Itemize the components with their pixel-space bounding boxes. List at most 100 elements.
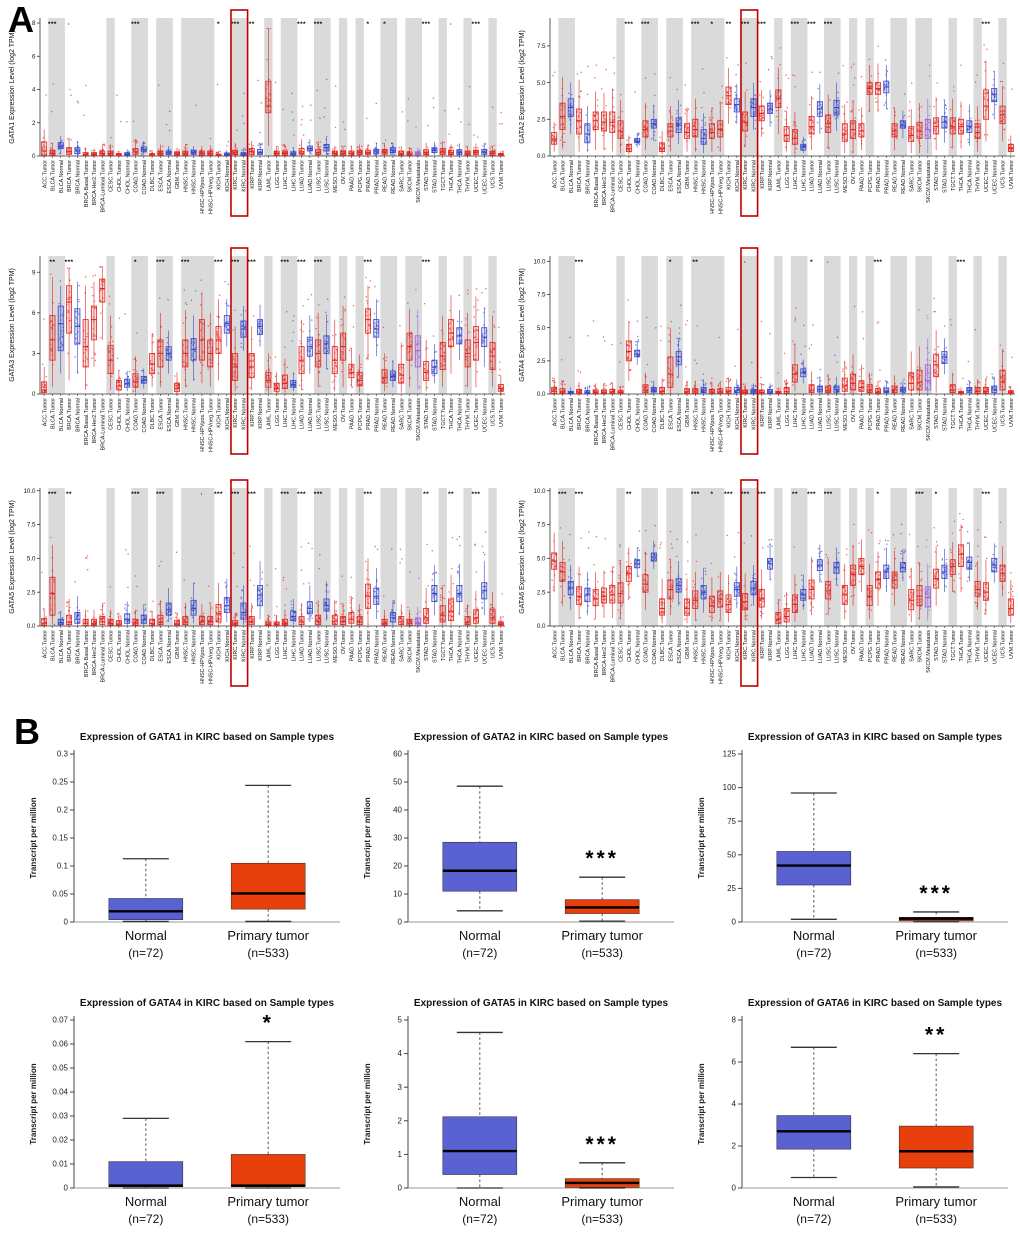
svg-text:READ.Tumor: READ.Tumor [383, 398, 389, 430]
svg-text:READ.Normal: READ.Normal [901, 160, 907, 194]
tumor-box [230, 1040, 306, 1189]
x-group-count: (n=72) [462, 946, 497, 960]
significance-row: *** · *** * *** ** *** *** * * *** · *** [48, 21, 480, 28]
svg-text:SKCM.Metastasis: SKCM.Metastasis [926, 160, 932, 203]
x-group-label: Primary tumor [227, 1194, 309, 1209]
x-group-label: Normal [459, 1194, 501, 1209]
svg-text:GBM.Tumor: GBM.Tumor [685, 160, 691, 189]
svg-text:BRCA-Luminal.Tumor: BRCA-Luminal.Tumor [100, 160, 106, 213]
x-group-label: Primary tumor [227, 928, 309, 943]
svg-text:SARC.Tumor: SARC.Tumor [399, 160, 405, 192]
GATA5-kirc-boxplot: Expression of GATA5 in KIRC based on Sam… [363, 998, 674, 1226]
tumor-box [898, 911, 974, 923]
significance-stars: *** [919, 882, 953, 905]
svg-text:HNSC.Tumor: HNSC.Tumor [183, 398, 189, 430]
svg-text:READ.Tumor: READ.Tumor [383, 160, 389, 192]
significance-row: ** *** * *** *** *** *** *** *** *** *** *** *** [50, 259, 431, 266]
x-group-label: Primary tumor [561, 1194, 643, 1209]
svg-text:0: 0 [32, 153, 36, 160]
svg-text:HNSC.Normal: HNSC.Normal [702, 160, 708, 194]
svg-text:4: 4 [32, 87, 36, 94]
svg-text:BRCA-Her2.Tumor: BRCA-Her2.Tumor [92, 160, 98, 206]
svg-text:BRCA-Basal.Tumor: BRCA-Basal.Tumor [84, 398, 90, 445]
svg-text:SARC.Tumor: SARC.Tumor [399, 398, 405, 430]
svg-text:STAD.Normal: STAD.Normal [943, 160, 949, 193]
svg-text:SKCM.Metastasis: SKCM.Metastasis [416, 398, 422, 441]
GATA3-kirc-boxplot: Expression of GATA3 in KIRC based on Sam… [697, 732, 1008, 960]
normal-box [776, 792, 852, 920]
panelB-plot-GATA2: Expression of GATA2 in KIRC based on Sam… [356, 724, 682, 991]
svg-text:UVM.Tumor: UVM.Tumor [499, 160, 505, 189]
svg-text:***: *** [131, 21, 140, 28]
GATA6-timer-chart: 0.02.55.07.510.0 GATA6 Expression Level (… [519, 479, 1015, 687]
svg-text:KIRP.Normal: KIRP.Normal [768, 160, 774, 191]
panelB-plot-GATA6: Expression of GATA6 in KIRC based on Sam… [690, 990, 1016, 1240]
svg-text:***: *** [48, 21, 57, 28]
svg-text:HNSC.Tumor: HNSC.Tumor [183, 160, 189, 192]
GATA1-timer-chart: 0 2 4 6 8 GATA1 Expression Level (log2 TPM) AC… [9, 9, 505, 217]
svg-text:BLCA.Normal: BLCA.Normal [59, 160, 65, 193]
svg-text:THCA.Normal: THCA.Normal [457, 160, 463, 194]
svg-text:6: 6 [32, 53, 36, 60]
svg-text:KIRP.Normal: KIRP.Normal [258, 398, 264, 429]
svg-text:KIRC.Tumor: KIRC.Tumor [233, 398, 239, 428]
y-axis-title: Transcript per million [697, 797, 706, 878]
svg-text:3: 3 [32, 351, 36, 358]
svg-text:LUAD.Tumor: LUAD.Tumor [300, 160, 306, 191]
chart-title: Expression of GATA2 in KIRC based on Sam… [414, 732, 669, 743]
svg-text:UCEC.Normal: UCEC.Normal [482, 160, 488, 194]
svg-text:SKCM.Tumor: SKCM.Tumor [408, 160, 414, 193]
svg-text:KICH.Normal: KICH.Normal [225, 398, 231, 430]
svg-text:LUSC.Normal: LUSC.Normal [325, 398, 331, 431]
alternating-bands [558, 18, 1007, 156]
svg-text:***: *** [231, 259, 240, 266]
tumor-box [564, 1162, 640, 1189]
svg-text:HNSC-HPVpos.Tumor: HNSC-HPVpos.Tumor [710, 160, 716, 214]
y-axis-title: GATA3 Expression Level (log2 TPM) [9, 268, 16, 382]
panel-a-label: A [8, 0, 34, 40]
svg-text:***: *** [807, 21, 816, 28]
svg-text:READ.Normal: READ.Normal [391, 398, 397, 432]
svg-text:HNSC.Tumor: HNSC.Tumor [693, 160, 699, 192]
svg-text:***: *** [982, 21, 991, 28]
svg-text:8: 8 [32, 20, 36, 27]
svg-text:LAML.Tumor: LAML.Tumor [776, 160, 782, 191]
svg-text:*: * [217, 21, 220, 28]
svg-text:UCEC.Tumor: UCEC.Tumor [474, 398, 480, 430]
chart-title: Expression of GATA6 in KIRC based on Sam… [748, 998, 1003, 1009]
y-axis-title: GATA2 Expression Level (log2 TPM) [519, 30, 526, 144]
svg-text:·: · [68, 21, 71, 28]
x-group-label: Normal [793, 928, 835, 943]
significance-row: *** * ** · * · *** *** [575, 259, 965, 266]
svg-text:UCS.Tumor: UCS.Tumor [491, 160, 497, 188]
svg-text:UCEC.Tumor: UCEC.Tumor [474, 160, 480, 192]
svg-text:GBM.Tumor: GBM.Tumor [175, 398, 181, 427]
svg-text:OV.Tumor: OV.Tumor [851, 160, 857, 184]
svg-text:***: *** [247, 259, 256, 266]
svg-text:THCA.Normal: THCA.Normal [967, 160, 973, 194]
svg-text:2.5: 2.5 [537, 116, 546, 123]
svg-text:LUAD.Normal: LUAD.Normal [818, 160, 824, 193]
svg-text:LIHC.Normal: LIHC.Normal [291, 160, 297, 191]
y-axis: 0.0 2.5 5.0 7.5 [537, 18, 1015, 160]
normal-box [442, 785, 518, 912]
svg-text:KICH.Tumor: KICH.Tumor [217, 398, 223, 428]
svg-text:KIRP.Normal: KIRP.Normal [258, 160, 264, 191]
svg-text:SKCM.Metastasis: SKCM.Metastasis [416, 160, 422, 203]
svg-text:KICH.Tumor: KICH.Tumor [217, 160, 223, 190]
svg-text:BLCA.Tumor: BLCA.Tumor [51, 398, 57, 429]
svg-text:UCEC.Tumor: UCEC.Tumor [984, 160, 990, 192]
svg-text:***: *** [314, 259, 323, 266]
svg-text:***: *** [472, 21, 481, 28]
svg-text:10.0: 10.0 [533, 259, 546, 266]
svg-text:THYM.Tumor: THYM.Tumor [976, 160, 982, 192]
y-axis-title: GATA4 Expression Level (log2 TPM) [519, 268, 526, 382]
significance-stars: *** [585, 1133, 619, 1156]
chart-title: Expression of GATA3 in KIRC based on Sam… [748, 732, 1003, 743]
GATA2-timer-chart: 0.0 2.5 5.0 7.5 GATA2 Expression Level (log2… [519, 9, 1015, 217]
svg-text:PCPG.Tumor: PCPG.Tumor [358, 160, 364, 192]
svg-text:CHOL.Tumor: CHOL.Tumor [627, 160, 633, 192]
box-whiskers [551, 524, 1014, 626]
svg-text:BLCA.Tumor: BLCA.Tumor [51, 160, 57, 191]
significance-row: *** *** ** *** * *** *** *** ** *** *** * *** * *** [558, 491, 990, 498]
